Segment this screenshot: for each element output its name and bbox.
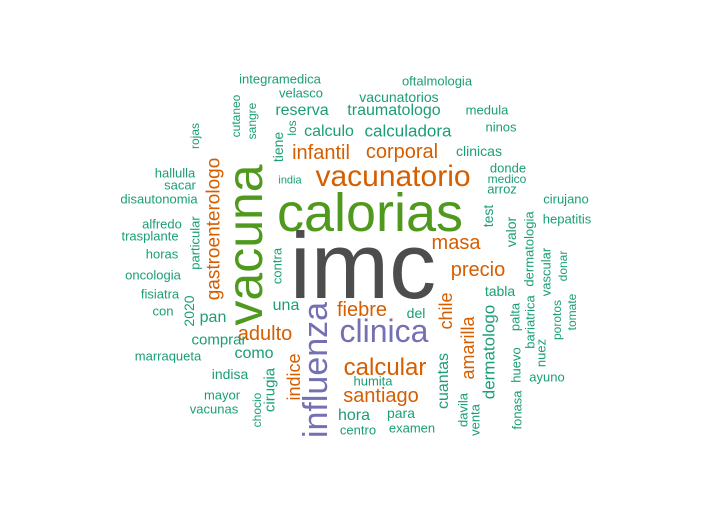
word-calculadora: calculadora bbox=[364, 121, 452, 141]
word-corporal: corporal bbox=[365, 141, 439, 163]
word-alfredo: alfredo bbox=[142, 216, 182, 232]
word-hepatitis: hepatitis bbox=[542, 211, 592, 227]
word-cirugia: cirugia bbox=[261, 367, 279, 413]
word-vacunas: vacunas bbox=[189, 401, 239, 417]
word-influenza: influenza bbox=[297, 301, 335, 439]
word-palta: palta bbox=[507, 302, 523, 332]
word-centro: centro bbox=[339, 422, 377, 438]
word-pan: pan bbox=[199, 309, 227, 326]
word-clinicas: clinicas bbox=[456, 143, 502, 159]
word-vacunatorios: vacunatorios bbox=[359, 89, 439, 105]
word-vacunatorio: vacunatorio bbox=[315, 160, 471, 193]
word-dermatologia: dermatologia bbox=[521, 211, 537, 287]
word-masa: masa bbox=[431, 232, 481, 254]
word-dermatologo: dermatologo bbox=[479, 304, 499, 400]
word-infantil: infantil bbox=[292, 142, 350, 164]
word-humita: humita bbox=[353, 373, 393, 389]
word-como: como bbox=[234, 345, 274, 362]
word-del: del bbox=[406, 305, 426, 321]
word-reserva: reserva bbox=[275, 102, 329, 119]
word-calculo: calculo bbox=[304, 123, 354, 140]
word-oncologia: oncologia bbox=[125, 267, 181, 283]
word-comprar: comprar bbox=[191, 331, 247, 349]
word-vascular: vascular bbox=[538, 247, 554, 297]
word-para: para bbox=[386, 405, 416, 421]
word-ninos: ninos bbox=[485, 119, 517, 135]
word-chile: chile bbox=[436, 292, 456, 330]
word-chocio: chocio bbox=[250, 392, 264, 428]
word-trasplante: trasplante bbox=[121, 228, 179, 244]
word-imc: imc bbox=[289, 213, 437, 318]
word-medico: medico bbox=[487, 172, 527, 186]
word-india: india bbox=[278, 174, 302, 187]
word-calorias: calorias bbox=[276, 183, 464, 243]
word-tiene: tiene bbox=[270, 131, 286, 163]
word-santiago: santiago bbox=[343, 385, 419, 407]
word-contra: contra bbox=[269, 247, 285, 285]
word-hallulla: hallulla bbox=[154, 165, 196, 181]
word-con: con bbox=[152, 303, 174, 319]
word-gastroenterologo: gastroenterologo bbox=[203, 157, 225, 301]
word-donar: donar bbox=[556, 250, 570, 282]
word-traumatologo: traumatologo bbox=[347, 102, 441, 119]
word-venta: venta bbox=[467, 404, 483, 436]
word-examen: examen bbox=[388, 420, 436, 436]
word-oftalmologia: oftalmologia bbox=[401, 73, 473, 89]
word-hora: hora bbox=[337, 407, 371, 424]
word-amarilla: amarilla bbox=[458, 316, 478, 380]
word-tabla: tabla bbox=[484, 283, 516, 299]
word-horas: horas bbox=[145, 246, 179, 262]
word-clinica: clinica bbox=[339, 313, 429, 349]
word-medula: medula bbox=[465, 102, 509, 118]
word-vacuna: vacuna bbox=[217, 164, 273, 326]
word-2020: 2020 bbox=[181, 295, 197, 327]
word-valor: valor bbox=[503, 216, 519, 248]
word-cutaneo: cutaneo bbox=[229, 94, 243, 138]
word-ayuno: ayuno bbox=[529, 369, 565, 385]
word-los: los bbox=[285, 120, 299, 136]
word-indice: indice bbox=[284, 353, 304, 401]
word-sangre: sangre bbox=[245, 102, 259, 140]
word-marraqueta: marraqueta bbox=[134, 348, 202, 364]
word-fisiatra: fisiatra bbox=[140, 286, 180, 302]
word-rojas: rojas bbox=[188, 122, 202, 150]
word-porotos: porotos bbox=[550, 299, 564, 341]
word-integramedica: integramedica bbox=[239, 71, 321, 87]
word-calcular: calcular bbox=[343, 354, 427, 381]
word-huevo: huevo bbox=[508, 347, 524, 383]
word-nuez: nuez bbox=[533, 338, 549, 368]
word-indisa: indisa bbox=[211, 366, 249, 382]
word-fonasa: fonasa bbox=[509, 390, 525, 430]
word-disautonomia: disautonomia bbox=[120, 191, 198, 207]
word-sacar: sacar bbox=[164, 177, 196, 193]
word-precio: precio bbox=[450, 259, 506, 281]
word-mayor: mayor bbox=[203, 387, 241, 403]
word-adulto: adulto bbox=[237, 323, 293, 345]
word-arroz: arroz bbox=[487, 181, 517, 197]
word-cuantas: cuantas bbox=[435, 352, 452, 410]
word-fiebre: fiebre bbox=[336, 299, 388, 321]
word-velasco: velasco bbox=[278, 85, 324, 101]
word-donde: donde bbox=[489, 160, 527, 176]
word-una: una bbox=[272, 297, 300, 314]
word-test: test bbox=[480, 204, 496, 228]
word-cirujano: cirujano bbox=[543, 191, 589, 207]
word-particular: particular bbox=[187, 216, 203, 270]
word-tomate: tomate bbox=[565, 293, 579, 331]
